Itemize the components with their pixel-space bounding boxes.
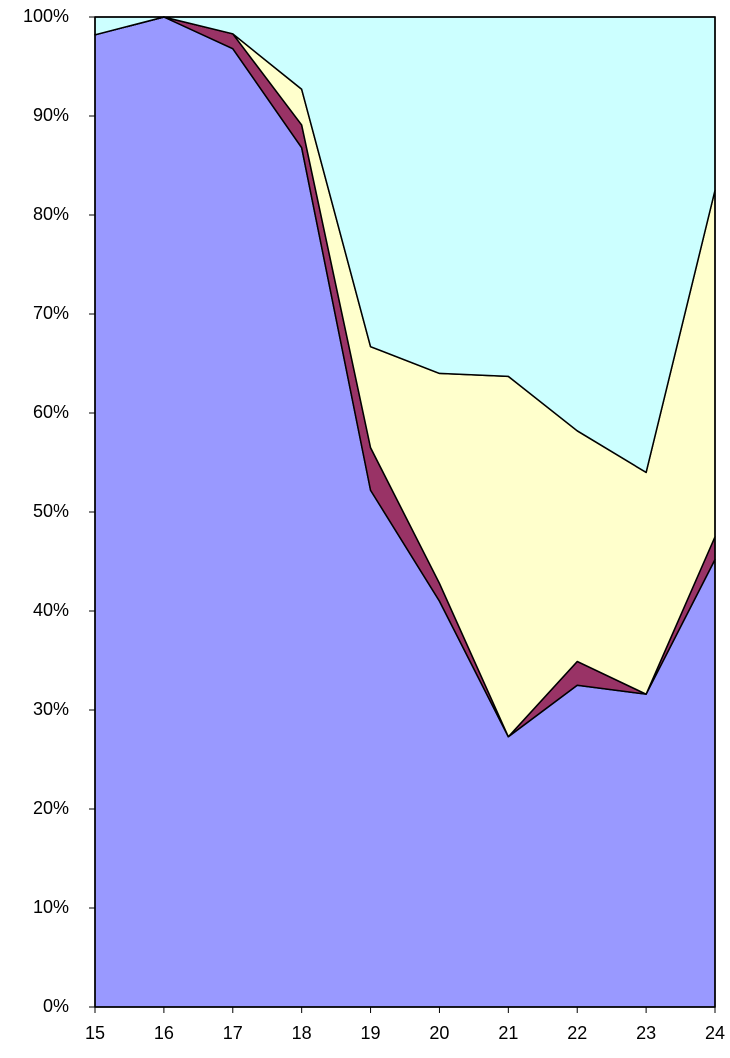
- x-tick-label: 16: [154, 1023, 174, 1043]
- y-tick-label: 0%: [43, 996, 69, 1016]
- y-tick-label: 70%: [33, 303, 69, 323]
- y-tick-label: 90%: [33, 105, 69, 125]
- x-tick-label: 20: [429, 1023, 449, 1043]
- x-tick-label: 23: [636, 1023, 656, 1043]
- x-tick-label: 21: [498, 1023, 518, 1043]
- x-tick-label: 18: [292, 1023, 312, 1043]
- x-tick-label: 17: [223, 1023, 243, 1043]
- y-tick-label: 20%: [33, 798, 69, 818]
- x-tick-label: 24: [705, 1023, 725, 1043]
- y-tick-label: 40%: [33, 600, 69, 620]
- x-tick-label: 15: [85, 1023, 105, 1043]
- y-tick-label: 80%: [33, 204, 69, 224]
- x-tick-label: 22: [567, 1023, 587, 1043]
- y-tick-label: 50%: [33, 501, 69, 521]
- x-tick-label: 19: [361, 1023, 381, 1043]
- y-tick-label: 100%: [23, 6, 69, 26]
- y-tick-label: 60%: [33, 402, 69, 422]
- y-tick-label: 10%: [33, 897, 69, 917]
- y-tick-label: 30%: [33, 699, 69, 719]
